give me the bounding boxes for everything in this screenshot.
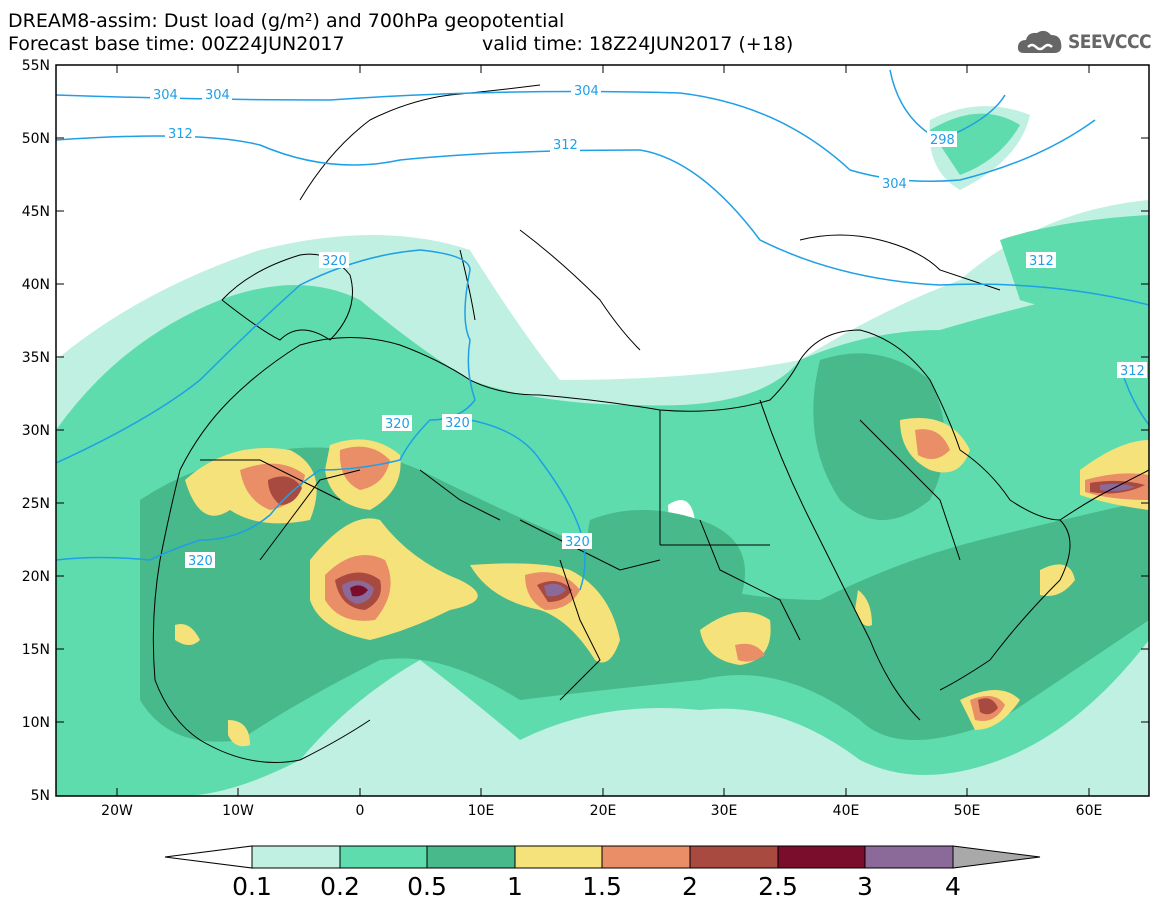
lon-label: 50E [954, 803, 981, 819]
lon-label: 60E [1076, 803, 1103, 819]
colorbar-label: 2 [682, 872, 698, 901]
latitude-axis [56, 64, 1149, 723]
contour-label: 304 [150, 86, 180, 103]
colorbar-label: 0.5 [407, 872, 447, 901]
contour-label: 320 [185, 552, 215, 569]
svg-text:320: 320 [322, 254, 347, 269]
colorbar-bin [514, 845, 603, 869]
colorbar-under-triangle [164, 845, 253, 869]
colorbar-bin [777, 845, 866, 869]
svg-text:304: 304 [574, 84, 599, 99]
contour-label: 304 [879, 175, 909, 192]
lat-label: 35N [22, 350, 50, 366]
contour-label: 312 [550, 136, 580, 153]
contour-label: 320 [562, 533, 592, 550]
contour-label: 312 [165, 125, 195, 142]
svg-text:304: 304 [882, 177, 907, 192]
colorbar-bin [426, 845, 516, 869]
contour-label: 312 [1026, 252, 1056, 269]
lat-label: 30N [22, 423, 50, 439]
svg-text:320: 320 [188, 554, 213, 569]
colorbar-label: 1.5 [582, 872, 622, 901]
svg-text:312: 312 [1029, 254, 1054, 269]
contour-labels: 304 304 304 304 298 312 312 312 312 320 … [150, 82, 1147, 569]
forecast-times: Forecast base time: 00Z24JUN2017 valid ti… [8, 33, 793, 55]
svg-text:320: 320 [445, 416, 470, 431]
valid-time: valid time: 18Z24JUN2017 (+18) [482, 33, 794, 55]
colorbar-label: 0.2 [320, 872, 360, 901]
lon-label: 20W [101, 803, 133, 819]
colorbar-bin [251, 845, 341, 869]
seevccc-logo: SEEVCCC [1016, 24, 1156, 60]
logo-text: SEEVCCC [1068, 31, 1152, 53]
colorbar-over-triangle [952, 845, 1041, 869]
colorbar-bin [864, 845, 954, 869]
dust-field [56, 65, 1149, 796]
coastlines [152, 84, 1149, 763]
lat-label: 25N [22, 496, 50, 512]
lat-label: 10N [22, 715, 50, 731]
lat-label: 40N [22, 277, 50, 293]
lat-label: 20N [22, 569, 50, 585]
colorbar-label: 2.5 [758, 872, 798, 901]
contour-label: 320 [442, 414, 472, 431]
svg-text:312: 312 [1120, 364, 1145, 379]
svg-text:298: 298 [930, 133, 955, 148]
geopotential-contours [56, 69, 1149, 591]
lat-label: 15N [22, 642, 50, 658]
svg-text:304: 304 [205, 88, 230, 103]
svg-text:320: 320 [385, 417, 410, 432]
contour-label: 304 [571, 82, 601, 99]
lat-label: 55N [22, 58, 50, 74]
lon-label: 10W [222, 803, 254, 819]
lat-label: 50N [22, 131, 50, 147]
lon-label: 30E [711, 803, 738, 819]
lon-label: 40E [833, 803, 860, 819]
base-time: Forecast base time: 00Z24JUN2017 [8, 33, 345, 55]
contour-label: 320 [382, 415, 412, 432]
svg-text:320: 320 [565, 535, 590, 550]
colorbar-label: 1 [507, 872, 523, 901]
lon-label: 0 [356, 803, 365, 819]
svg-text:304: 304 [153, 88, 178, 103]
longitude-axis [116, 65, 1090, 796]
lat-label: 45N [22, 204, 50, 220]
contour-label: 298 [927, 131, 957, 148]
colorbar-bin [601, 845, 691, 869]
map-title: DREAM8-assim: Dust load (g/m²) and 700hP… [8, 10, 565, 32]
contour-label: 304 [202, 86, 232, 103]
colorbar-label: 3 [857, 872, 873, 901]
lat-label: 5N [31, 788, 50, 804]
lon-label: 10E [468, 803, 495, 819]
colorbar-label: 0.1 [232, 872, 272, 901]
colorbar-label: 4 [945, 872, 961, 901]
contour-label: 320 [319, 252, 349, 269]
lon-label: 20E [590, 803, 617, 819]
svg-text:312: 312 [553, 138, 578, 153]
colorbar [164, 845, 1041, 869]
contour-label: 312 [1117, 362, 1147, 379]
colorbar-bin [339, 845, 428, 869]
svg-text:312: 312 [168, 127, 193, 142]
latitude-labels: 55N 50N 45N 40N 35N 30N 25N 20N 15N 10N … [22, 58, 50, 804]
colorbar-bin [689, 845, 779, 869]
cloud-icon [1017, 30, 1062, 53]
longitude-labels: 20W 10W 0 10E 20E 30E 40E 50E 60E [101, 803, 1102, 819]
